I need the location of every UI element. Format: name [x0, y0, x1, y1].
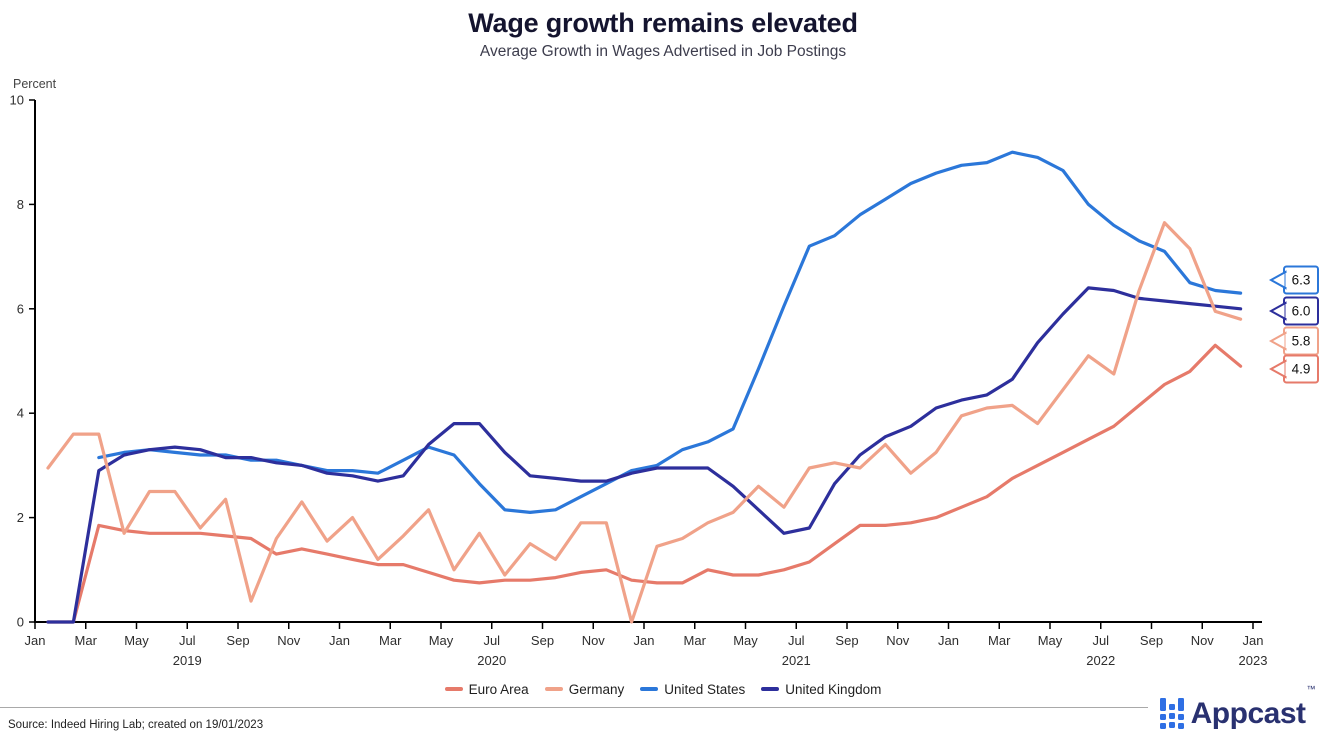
- x-tick-label: May: [733, 633, 758, 648]
- x-tick-label: Jul: [483, 633, 500, 648]
- legend-dash-icon: [640, 687, 659, 691]
- legend-item-united-states: United States: [640, 682, 745, 697]
- source-note: Source: Indeed Hiring Lab; created on 19…: [8, 719, 264, 731]
- wage-growth-line-chart: 0 2 4 6 8 10 Percent Jan Mar May Jul Sep Nov Jan Mar Ma…: [10, 77, 1319, 668]
- x-year-label: 2019: [173, 653, 202, 668]
- appcast-logo: Appcast™: [1159, 683, 1316, 730]
- series-line-united-kingdom: [46, 286, 1243, 624]
- x-tick-label: Jan: [1243, 633, 1264, 648]
- x-tick-label: Jul: [788, 633, 805, 648]
- chart-header: Wage growth remains elevated Average Gro…: [0, 0, 1326, 75]
- y-tick-label: 4: [17, 406, 24, 421]
- x-tick-label: Jan: [25, 633, 46, 648]
- end-label-united-kingdom: 6.0: [1268, 296, 1319, 326]
- svg-text:6.3: 6.3: [1292, 273, 1311, 288]
- y-tick-label: 10: [10, 93, 24, 108]
- x-year-label: 2021: [782, 653, 811, 668]
- legend-label: United Kingdom: [785, 681, 882, 697]
- x-tick-label: Nov: [1191, 633, 1215, 648]
- y-tick-label: 2: [17, 510, 24, 525]
- x-tick-label: Mar: [75, 633, 98, 648]
- x-tick-label: Sep: [1140, 633, 1163, 648]
- appcast-wordmark: Appcast™: [1190, 683, 1316, 730]
- end-label-united-states: 6.3: [1268, 265, 1319, 295]
- chart-legend: Euro Area Germany United States United King…: [0, 679, 1326, 699]
- x-tick-label: Jan: [938, 633, 959, 648]
- y-tick-label: 6: [17, 301, 24, 316]
- footer-divider: [0, 707, 1148, 708]
- chart-subtitle: Average Growth in Wages Advertised in Jo…: [479, 42, 847, 60]
- x-tick-label: Jan: [634, 633, 655, 648]
- legend-dash-icon: [761, 687, 780, 691]
- y-tick-label: 0: [17, 615, 24, 630]
- legend-dash-icon: [444, 687, 463, 691]
- svg-text:6.0: 6.0: [1292, 304, 1311, 319]
- x-tick-label: Sep: [835, 633, 858, 648]
- x-tick-label: Nov: [582, 633, 606, 648]
- x-tick-label: Mar: [988, 633, 1011, 648]
- x-tick-label: May: [429, 633, 454, 648]
- x-tick-label: Sep: [531, 633, 554, 648]
- y-tick-label: 8: [17, 197, 24, 212]
- axes: [34, 100, 1262, 623]
- svg-text:5.8: 5.8: [1292, 334, 1311, 349]
- x-tick-label: May: [1038, 633, 1063, 648]
- svg-text:4.9: 4.9: [1292, 362, 1311, 377]
- legend-label: Euro Area: [468, 681, 529, 697]
- y-axis-title: Percent: [13, 77, 57, 91]
- series-line-germany: [46, 221, 1243, 624]
- footer: Source: Indeed Hiring Lab; created on 19…: [0, 684, 1326, 738]
- legend-item-euro-area: Euro Area: [444, 681, 529, 697]
- end-label-germany: 5.8: [1268, 326, 1319, 356]
- x-tick-label: Mar: [379, 633, 402, 648]
- x-tick-label: Jan: [329, 633, 350, 648]
- x-tick-label: Jul: [1092, 633, 1109, 648]
- x-year-label: 2023: [1239, 653, 1268, 668]
- legend-dash-icon: [544, 687, 563, 691]
- legend-item-germany: Germany: [544, 681, 625, 697]
- trademark-symbol: ™: [1306, 683, 1316, 694]
- end-label-euro-area: 4.9: [1268, 354, 1319, 384]
- legend-label: Germany: [568, 681, 625, 697]
- x-tick-label: Jul: [179, 633, 196, 648]
- x-tick-label: Mar: [684, 633, 707, 648]
- appcast-grid-icon: [1159, 698, 1184, 729]
- x-tick-label: Nov: [277, 633, 301, 648]
- x-tick-label: Sep: [226, 633, 249, 648]
- x-year-label: 2020: [477, 653, 506, 668]
- x-tick-label: May: [124, 633, 149, 648]
- legend-item-united-kingdom: United Kingdom: [761, 682, 881, 697]
- chart-title: Wage growth remains elevated: [468, 8, 858, 38]
- x-tick-label: Nov: [886, 633, 910, 648]
- series-line-united-states: [97, 150, 1243, 514]
- x-year-label: 2022: [1086, 653, 1115, 668]
- legend-label: United States: [664, 681, 746, 697]
